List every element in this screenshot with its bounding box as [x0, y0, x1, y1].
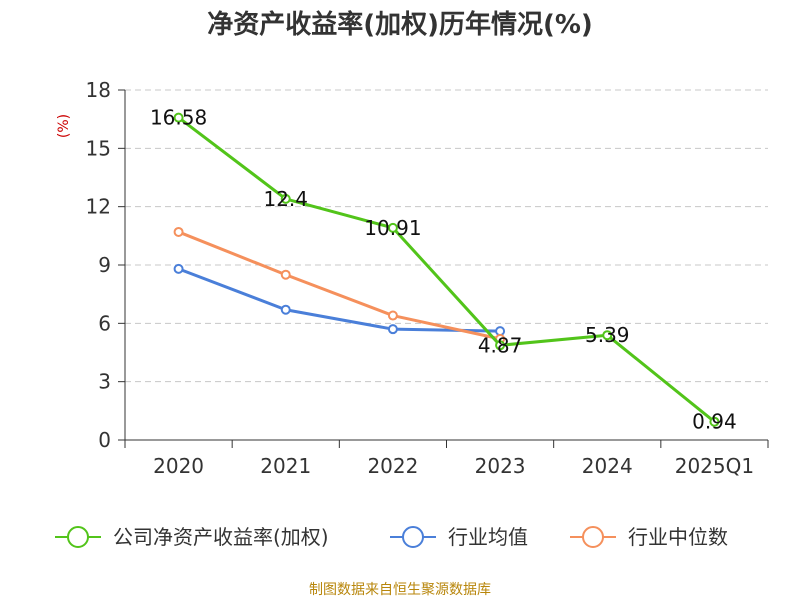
- legend-item[interactable]: 行业中位数: [570, 525, 728, 549]
- gridlines: [125, 89, 768, 383]
- data-label: 5.39: [585, 323, 630, 347]
- series-line-0: [177, 116, 716, 423]
- legend-label: 行业中位数: [628, 525, 728, 549]
- y-tick-label: 12: [86, 195, 111, 219]
- data-point: [280, 269, 291, 280]
- data-point: [495, 340, 506, 351]
- y-tick-label: 15: [86, 136, 111, 160]
- x-tick-label: 2022: [367, 454, 418, 478]
- y-tick-label: 6: [98, 311, 111, 335]
- x-tick-label: 2025Q1: [675, 454, 754, 478]
- data-point: [387, 310, 398, 321]
- data-point: [602, 330, 613, 341]
- legend-label: 行业均值: [448, 525, 528, 549]
- data-point: [173, 112, 184, 123]
- y-axis-unit: (%): [56, 114, 72, 138]
- x-tick-label: 2021: [260, 454, 311, 478]
- y-tick-label: 0: [98, 428, 111, 452]
- y-tick-label: 3: [98, 370, 111, 394]
- data-label: 4.87: [478, 333, 523, 357]
- series-line-2: [178, 230, 501, 341]
- y-tick-label: 18: [86, 78, 111, 102]
- legend-item[interactable]: 行业均值: [390, 525, 528, 549]
- legend-marker: [582, 526, 604, 548]
- source-note: 制图数据来自恒生聚源数据库: [309, 582, 491, 598]
- x-tick-label: 2020: [153, 454, 204, 478]
- x-tick-label: 2024: [582, 454, 633, 478]
- y-tick-label: 9: [98, 253, 111, 277]
- data-point: [387, 324, 398, 335]
- chart-title: 净资产收益率(加权)历年情况(%): [207, 9, 593, 40]
- data-label: 12.4: [263, 187, 308, 211]
- legend-marker: [402, 526, 424, 548]
- legend-label: 公司净资产收益率(加权): [113, 525, 329, 549]
- data-label: 16.58: [150, 106, 207, 130]
- data-label: 0.94: [692, 410, 737, 434]
- legend-item[interactable]: 公司净资产收益率(加权): [55, 525, 329, 549]
- data-point: [280, 304, 291, 315]
- data-point: [173, 263, 184, 274]
- series-layer: 16.58 12.4 10.91 4.87 5.39 0.94: [150, 106, 737, 434]
- data-point: [173, 226, 184, 237]
- data-label: 10.91: [364, 216, 421, 240]
- x-tick-label: 2023: [475, 454, 526, 478]
- axes: 0 3 6 9 12 15 18 2020 2021 2022 2023 2024 2025Q1: [86, 78, 769, 478]
- data-point: [280, 193, 291, 204]
- legend-marker: [67, 526, 89, 548]
- data-point: [387, 222, 398, 233]
- legend[interactable]: 公司净资产收益率(加权) 行业均值 行业中位数: [55, 525, 728, 549]
- data-point: [709, 416, 720, 427]
- series-line-1: [178, 267, 501, 333]
